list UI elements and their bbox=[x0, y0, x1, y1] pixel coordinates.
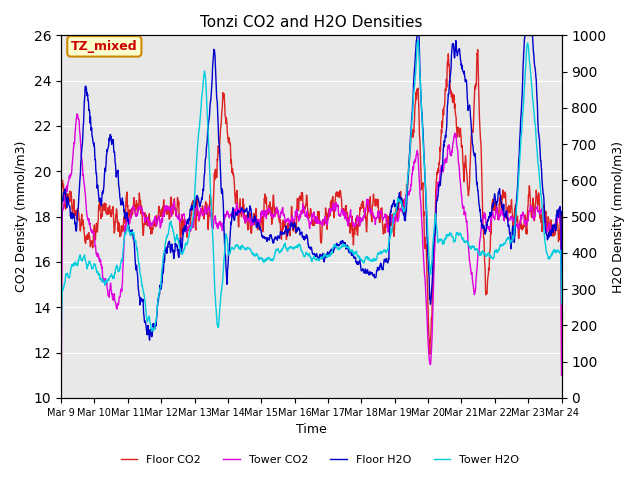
Floor CO2 bbox=[284, 233, 291, 239]
Legend: Floor CO2, Tower CO2, Floor H2O, Tower H2O: Floor CO2, Tower CO2, Floor H2O, Tower H… bbox=[116, 451, 524, 469]
Line: Tower CO2: Tower CO2 bbox=[61, 114, 561, 420]
Floor CO2 bbox=[526, 186, 534, 192]
Floor H2O bbox=[67, 213, 74, 219]
Line: Floor H2O: Floor H2O bbox=[61, 36, 561, 340]
Floor H2O bbox=[557, 285, 565, 290]
Tower H2O bbox=[313, 255, 321, 261]
Tower H2O bbox=[526, 60, 534, 65]
Floor CO2 bbox=[474, 47, 481, 52]
X-axis label: Time: Time bbox=[296, 423, 326, 436]
Tower CO2 bbox=[57, 417, 65, 423]
Tower CO2 bbox=[147, 221, 155, 227]
Y-axis label: CO2 Density (mmol/m3): CO2 Density (mmol/m3) bbox=[15, 141, 28, 292]
Line: Floor CO2: Floor CO2 bbox=[61, 49, 561, 375]
Floor H2O bbox=[147, 330, 155, 336]
Floor H2O bbox=[146, 337, 154, 343]
Floor H2O bbox=[314, 253, 321, 259]
Tower H2O bbox=[147, 321, 154, 327]
Title: Tonzi CO2 and H2O Densities: Tonzi CO2 and H2O Densities bbox=[200, 15, 422, 30]
Floor CO2 bbox=[67, 190, 74, 196]
Y-axis label: H2O Density (mmol/m3): H2O Density (mmol/m3) bbox=[612, 141, 625, 293]
Tower H2O bbox=[414, 37, 422, 43]
Tower CO2 bbox=[73, 111, 81, 117]
Tower CO2 bbox=[314, 216, 321, 222]
Tower H2O bbox=[284, 248, 291, 253]
Floor CO2 bbox=[402, 193, 410, 199]
Line: Tower H2O: Tower H2O bbox=[61, 40, 561, 342]
Floor H2O bbox=[284, 231, 291, 237]
Tower CO2 bbox=[403, 191, 410, 197]
Text: TZ_mixed: TZ_mixed bbox=[71, 40, 138, 53]
Tower CO2 bbox=[284, 216, 291, 222]
Floor H2O bbox=[526, 33, 534, 38]
Floor CO2 bbox=[313, 217, 321, 223]
Floor H2O bbox=[413, 33, 421, 38]
Floor CO2 bbox=[557, 372, 565, 378]
Tower CO2 bbox=[67, 174, 74, 180]
Tower H2O bbox=[557, 301, 565, 307]
Floor CO2 bbox=[147, 221, 154, 227]
Tower CO2 bbox=[526, 208, 534, 214]
Floor CO2 bbox=[57, 360, 65, 365]
Tower H2O bbox=[67, 269, 74, 275]
Floor H2O bbox=[403, 208, 410, 214]
Tower H2O bbox=[57, 339, 65, 345]
Tower CO2 bbox=[557, 372, 565, 378]
Tower H2O bbox=[402, 198, 410, 204]
Floor H2O bbox=[57, 275, 65, 281]
